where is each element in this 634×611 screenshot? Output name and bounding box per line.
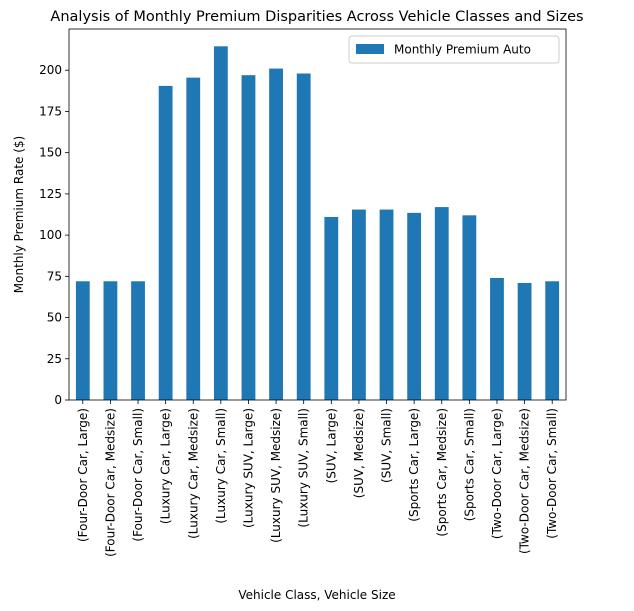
x-tick-label: (Luxury Car, Small) xyxy=(214,408,228,524)
bar-14 xyxy=(462,215,477,400)
bar-10 xyxy=(352,209,366,400)
y-axis: 0 25 50 75 100 125 150 175 200 xyxy=(39,63,69,407)
x-tick-label: (SUV, Large) xyxy=(324,408,338,483)
bar-12 xyxy=(407,212,422,400)
y-tick-label: 25 xyxy=(47,352,62,366)
bar-9 xyxy=(324,216,339,400)
bar-16 xyxy=(517,282,532,400)
y-tick-label: 75 xyxy=(47,269,62,283)
bar-17 xyxy=(545,281,560,400)
bar-7 xyxy=(269,68,283,400)
y-tick-label: 175 xyxy=(39,104,62,118)
y-tick-label: 200 xyxy=(39,63,62,77)
x-tick-label: (SUV, Small) xyxy=(380,408,394,483)
legend-swatch xyxy=(356,44,384,54)
y-tick-label: 125 xyxy=(39,187,62,201)
bars-group xyxy=(75,46,560,401)
bar-0 xyxy=(75,281,90,400)
legend: Monthly Premium Auto xyxy=(348,35,560,64)
bar-8 xyxy=(296,73,311,401)
bar-5 xyxy=(213,46,228,401)
bar-13 xyxy=(434,207,449,400)
x-tick-label: (Four-Door Car, Small) xyxy=(131,408,145,542)
y-axis-label: Monthly Premium Rate ($) xyxy=(12,136,26,293)
x-tick-label: (Two-Door Car, Medsize) xyxy=(518,408,532,554)
x-tick-label: (Four-Door Car, Large) xyxy=(76,408,90,542)
x-tick-label: (Two-Door Car, Large) xyxy=(490,408,504,539)
x-tick-label: (Luxury SUV, Large) xyxy=(241,408,255,528)
x-tick-label: (Luxury Car, Large) xyxy=(159,408,173,524)
x-axis: (Four-Door Car, Large) (Four-Door Car, Me… xyxy=(76,400,559,557)
x-tick-label: (SUV, Medsize) xyxy=(352,408,366,498)
legend-frame xyxy=(348,35,560,64)
chart-title: Analysis of Monthly Premium Disparities … xyxy=(50,9,583,25)
y-tick-label: 50 xyxy=(47,311,62,325)
x-tick-label: (Sports Car, Large) xyxy=(407,408,421,522)
x-tick-label: (Sports Car, Small) xyxy=(462,408,476,521)
bar-1 xyxy=(103,281,118,400)
legend-label: Monthly Premium Auto xyxy=(394,43,531,57)
x-tick-label: (Four-Door Car, Medsize) xyxy=(103,408,117,557)
x-tick-label: (Sports Car, Medsize) xyxy=(435,408,449,537)
bar-6 xyxy=(241,75,256,401)
bar-15 xyxy=(490,277,504,400)
bar-11 xyxy=(379,209,394,400)
x-tick-label: (Luxury Car, Medsize) xyxy=(186,408,200,539)
bar-4 xyxy=(186,77,201,400)
y-tick-label: 0 xyxy=(54,393,62,407)
bar-2 xyxy=(131,281,145,400)
bar-3 xyxy=(158,85,173,400)
x-axis-label: Vehicle Class, Vehicle Size xyxy=(238,588,395,602)
y-tick-label: 100 xyxy=(39,228,62,242)
x-tick-label: (Luxury SUV, Small) xyxy=(297,408,311,528)
x-tick-label: (Luxury SUV, Medsize) xyxy=(269,408,283,543)
plot-frame xyxy=(68,28,567,401)
y-tick-label: 150 xyxy=(39,146,62,160)
x-tick-label: (Two-Door Car, Small) xyxy=(545,408,559,539)
